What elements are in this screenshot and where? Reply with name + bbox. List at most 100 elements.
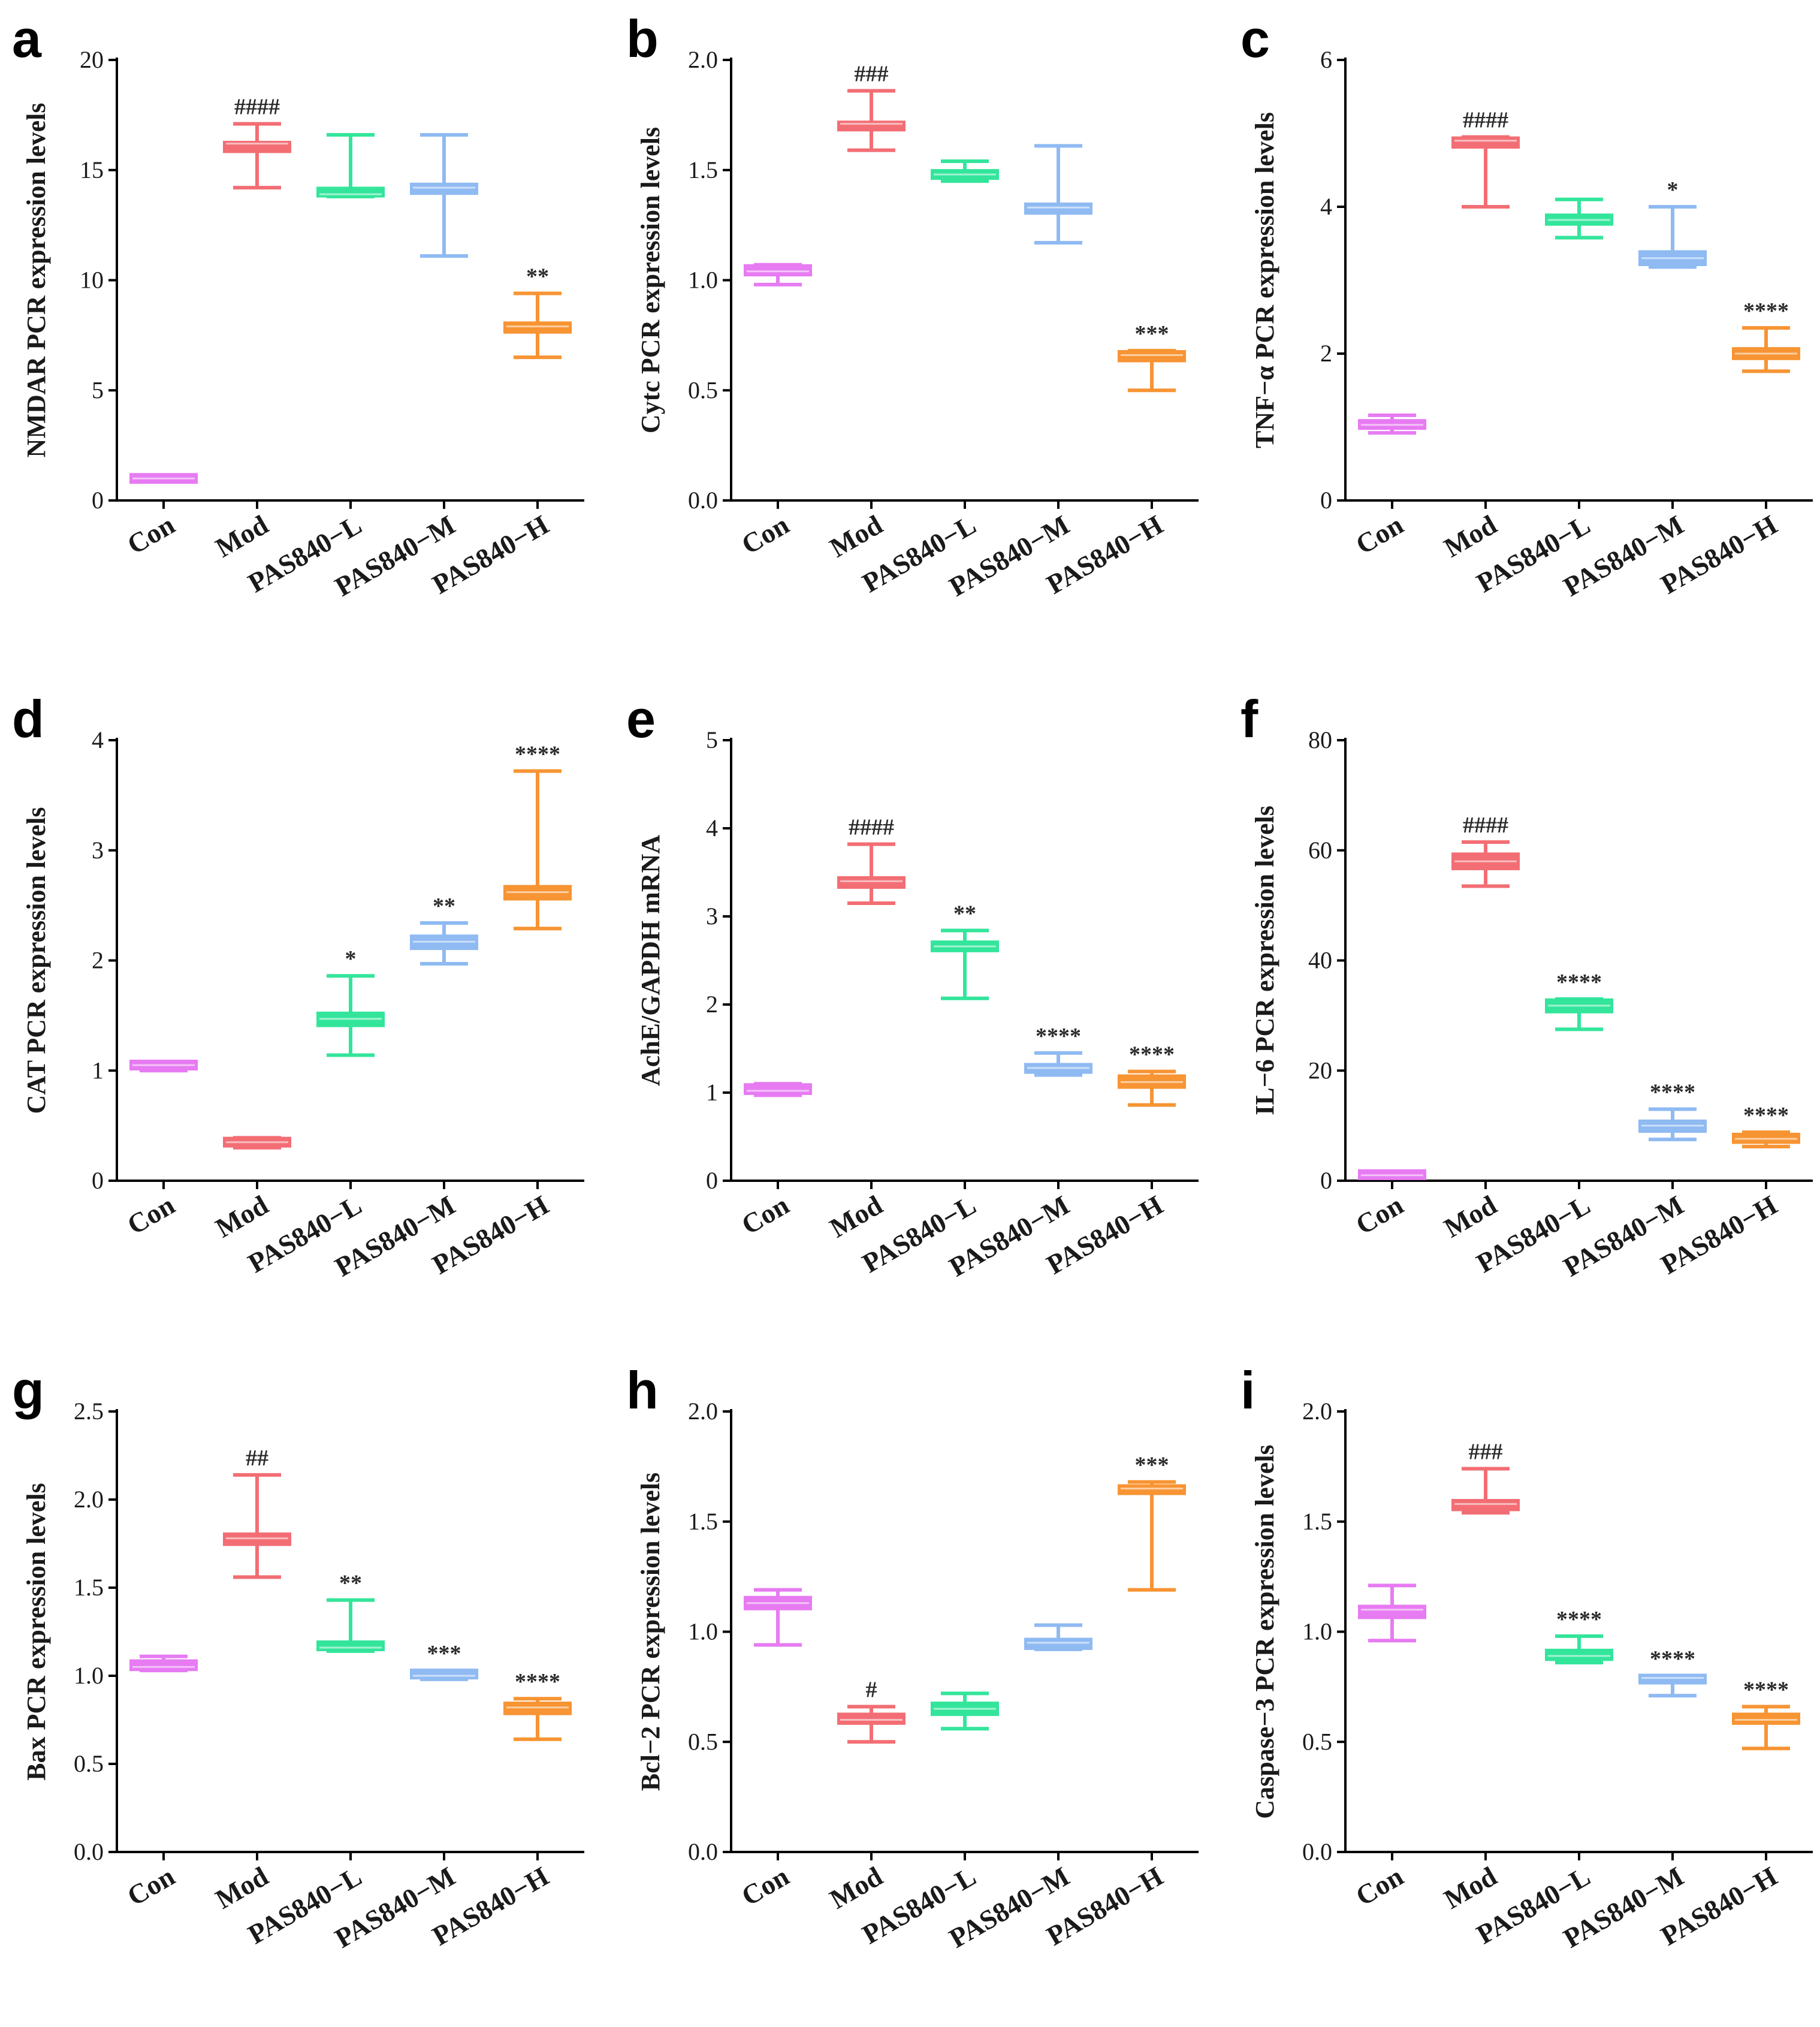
y-tick-label: 60 xyxy=(1308,837,1332,864)
significance-label: **** xyxy=(1036,1024,1081,1049)
y-tick-label: 1 xyxy=(706,1079,718,1106)
y-tick-label: 2 xyxy=(92,947,104,974)
y-tick-label: 1.5 xyxy=(688,1508,718,1535)
box-pas840-l xyxy=(931,159,999,183)
significance-label: **** xyxy=(515,1669,560,1694)
x-category-label-con: Con xyxy=(122,1860,180,1911)
significance-label: #### xyxy=(849,815,894,840)
significance-label: **** xyxy=(1556,970,1602,995)
y-tick-label: 0 xyxy=(92,487,104,514)
significance-label: # xyxy=(866,1677,877,1702)
significance-label: *** xyxy=(1135,321,1169,346)
box-pas840-m xyxy=(1024,1623,1092,1651)
y-tick-label: 0.0 xyxy=(1302,1838,1332,1865)
x-category-label-con: Con xyxy=(1351,509,1408,560)
box-body xyxy=(316,186,385,198)
panel-g-letter: g xyxy=(12,1361,44,1420)
significance-label: ** xyxy=(953,901,976,927)
significance-label: **** xyxy=(515,741,560,767)
box-pas840-l: * xyxy=(316,946,385,1057)
box-pas840-l xyxy=(931,1691,999,1731)
box-body xyxy=(1024,1637,1092,1650)
significance-label: ** xyxy=(526,264,549,289)
y-tick-label: 5 xyxy=(706,726,718,753)
box-mod xyxy=(223,1136,291,1150)
y-tick-label: 20 xyxy=(1308,1057,1332,1084)
significance-label: * xyxy=(1667,177,1679,203)
y-tick-label: 2.0 xyxy=(74,1486,104,1513)
box-con xyxy=(129,1654,198,1673)
box-body xyxy=(744,1083,812,1095)
y-tick-label: 0 xyxy=(706,1167,718,1194)
x-category-label-con: Con xyxy=(122,509,180,560)
box-mod: ## xyxy=(223,1446,291,1579)
y-axis-title: Cytc PCR expression levels xyxy=(636,127,665,433)
box-pas840-m: **** xyxy=(1638,1080,1707,1142)
y-tick-label: 1.0 xyxy=(688,267,718,294)
y-axis-title: TNF−α PCR expression levels xyxy=(1250,112,1279,448)
box-pas840-h: **** xyxy=(1118,1042,1186,1107)
x-category-label-mod: Mod xyxy=(1439,1189,1502,1243)
box-body xyxy=(503,321,572,334)
x-category-label-con: Con xyxy=(737,1189,794,1240)
box-pas840-l: **** xyxy=(1545,970,1613,1031)
x-category-label-con: Con xyxy=(737,1860,794,1911)
panel-f-letter: f xyxy=(1241,689,1258,749)
box-pas840-h: *** xyxy=(1118,1453,1186,1592)
x-category-label-mod: Mod xyxy=(825,1860,888,1914)
box-mod: #### xyxy=(837,815,906,905)
box-body xyxy=(1451,1499,1520,1512)
significance-label: **** xyxy=(1743,298,1789,324)
significance-label: **** xyxy=(1743,1103,1789,1128)
panel-i-letter: i xyxy=(1241,1361,1255,1420)
panel-a-letter: a xyxy=(12,9,42,68)
panel-e-letter: e xyxy=(626,689,656,749)
significance-label: #### xyxy=(1463,108,1508,133)
x-category-label-mod: Mod xyxy=(210,1189,274,1243)
y-axis-title: NMDAR PCR expression levels xyxy=(22,103,51,458)
significance-label: **** xyxy=(1743,1677,1789,1702)
y-axis-title: IL−6 PCR expression levels xyxy=(1250,806,1279,1115)
box-body xyxy=(837,1712,906,1725)
y-tick-label: 3 xyxy=(706,903,718,930)
y-axis-title: Bax PCR expression levels xyxy=(22,1483,51,1781)
box-body xyxy=(1118,1484,1186,1495)
box-pas840-m: **** xyxy=(1638,1646,1707,1698)
box-body xyxy=(1024,202,1092,215)
panel-h-letter: h xyxy=(626,1361,659,1420)
box-pas840-l: ** xyxy=(316,1571,385,1653)
box-body xyxy=(1638,1673,1707,1685)
y-axis-title: Caspase−3 PCR expression levels xyxy=(1250,1444,1279,1818)
y-tick-label: 1.5 xyxy=(74,1574,104,1601)
box-con xyxy=(129,473,198,484)
y-tick-label: 4 xyxy=(1320,193,1332,220)
box-pas840-h: **** xyxy=(1732,1103,1800,1149)
y-axis-title: Bcl−2 PCR expression levels xyxy=(636,1473,665,1791)
x-category-label-mod: Mod xyxy=(825,1189,888,1243)
box-pas840-l xyxy=(1545,197,1613,240)
box-mod: #### xyxy=(1451,813,1520,888)
y-tick-label: 4 xyxy=(706,815,718,841)
box-mod: ### xyxy=(1451,1440,1520,1515)
x-category-label-mod: Mod xyxy=(210,1860,274,1914)
y-tick-label: 2 xyxy=(706,991,718,1018)
box-mod: # xyxy=(837,1677,906,1744)
significance-label: ** xyxy=(339,1571,362,1596)
y-tick-label: 2 xyxy=(1320,340,1332,367)
y-tick-label: 0.0 xyxy=(74,1838,104,1865)
y-tick-label: 5 xyxy=(92,376,104,403)
box-con xyxy=(1358,413,1426,435)
x-category-label-mod: Mod xyxy=(210,509,274,563)
box-con xyxy=(744,1082,812,1097)
significance-label: ### xyxy=(855,61,889,86)
box-body xyxy=(837,120,906,132)
box-body xyxy=(1545,1648,1613,1661)
box-pas840-h: **** xyxy=(1732,298,1800,373)
y-tick-label: 0.5 xyxy=(688,1728,718,1755)
